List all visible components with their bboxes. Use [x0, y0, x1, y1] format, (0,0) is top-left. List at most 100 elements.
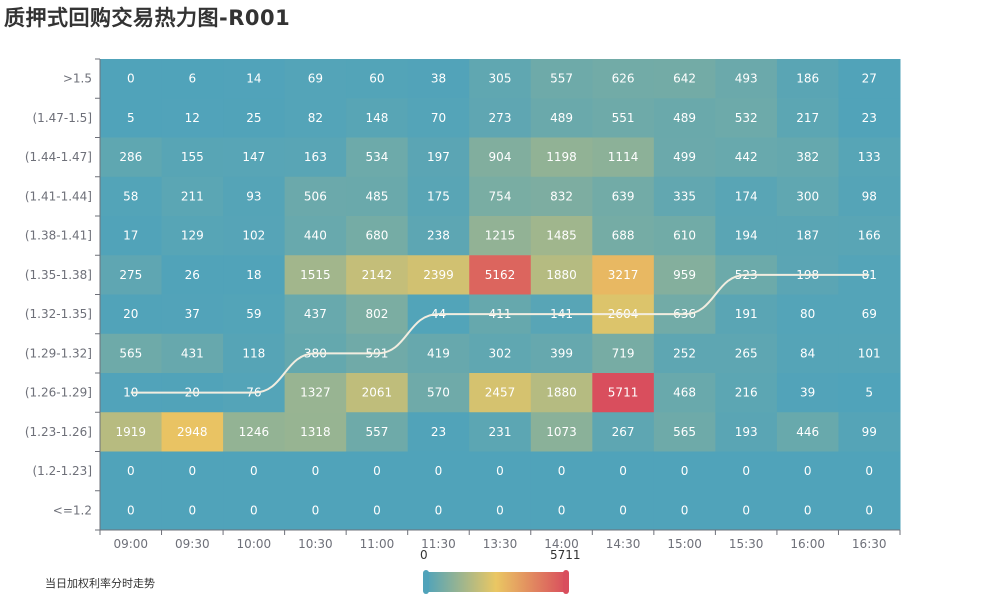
heatmap-cell[interactable] [100, 59, 163, 99]
heatmap-cell[interactable] [284, 255, 347, 295]
heatmap-cell[interactable] [715, 59, 778, 99]
heatmap-cell[interactable] [653, 255, 716, 295]
heatmap-cell[interactable] [715, 176, 778, 217]
heatmap-cell[interactable] [530, 333, 593, 374]
heatmap-cell[interactable] [530, 412, 593, 452]
heatmap-cell[interactable] [776, 333, 839, 374]
heatmap-cell[interactable] [530, 451, 593, 492]
heatmap-cell[interactable] [838, 216, 901, 256]
heatmap-cell[interactable] [346, 451, 409, 492]
heatmap-cell[interactable] [776, 451, 839, 492]
heatmap-cell[interactable] [223, 59, 286, 99]
heatmap-cell[interactable] [284, 294, 347, 335]
rate-trend-line[interactable] [130, 273, 870, 394]
heatmap-cell[interactable] [284, 373, 347, 413]
heatmap-cell[interactable] [407, 216, 470, 256]
heatmap-cell[interactable] [407, 98, 470, 138]
heatmap-cell[interactable] [653, 59, 716, 99]
heatmap-cell[interactable] [223, 294, 286, 335]
heatmap-cell[interactable] [838, 412, 901, 452]
heatmap-cell[interactable] [715, 137, 778, 178]
heatmap-cell[interactable] [161, 137, 224, 178]
heatmap-cell[interactable] [100, 490, 163, 531]
heatmap-cell[interactable] [530, 137, 593, 178]
series-legend-label[interactable]: 当日加权利率分时走势 [45, 577, 155, 590]
heatmap-cell[interactable] [407, 373, 470, 413]
heatmap-cell[interactable] [469, 490, 532, 531]
heatmap-cell[interactable] [469, 216, 532, 256]
heatmap-cell[interactable] [100, 412, 163, 452]
heatmap-cell[interactable] [776, 216, 839, 256]
heatmap-cell[interactable] [469, 333, 532, 374]
heatmap-cell[interactable] [469, 176, 532, 217]
heatmap-cell[interactable] [592, 216, 655, 256]
heatmap-cell[interactable] [715, 98, 778, 138]
visual-map-max-handle[interactable] [563, 570, 569, 594]
heatmap-cell[interactable] [776, 176, 839, 217]
heatmap-cell[interactable] [530, 216, 593, 256]
heatmap-cell[interactable] [223, 255, 286, 295]
heatmap-cell[interactable] [223, 176, 286, 217]
heatmap-cell[interactable] [838, 137, 901, 178]
heatmap-cell[interactable] [407, 490, 470, 531]
heatmap-cell[interactable] [592, 59, 655, 99]
heatmap-cell[interactable] [100, 451, 163, 492]
heatmap-cell[interactable] [223, 451, 286, 492]
heatmap-cell[interactable] [346, 137, 409, 178]
heatmap-cell[interactable] [838, 451, 901, 492]
heatmap-cell[interactable] [530, 255, 593, 295]
heatmap-cell[interactable] [838, 176, 901, 217]
heatmap-cell[interactable] [223, 98, 286, 138]
heatmap-cell[interactable] [715, 373, 778, 413]
heatmap-cell[interactable] [161, 451, 224, 492]
heatmap-cell[interactable] [407, 412, 470, 452]
heatmap-cell[interactable] [161, 98, 224, 138]
heatmap-cell[interactable] [776, 294, 839, 335]
heatmap-cell[interactable] [407, 255, 470, 295]
heatmap-cell[interactable] [653, 176, 716, 217]
heatmap-cell[interactable] [223, 412, 286, 452]
heatmap-cell[interactable] [161, 216, 224, 256]
heatmap-cell[interactable] [161, 59, 224, 99]
heatmap-cell[interactable] [346, 373, 409, 413]
heatmap-cell[interactable] [592, 412, 655, 452]
heatmap-cell[interactable] [592, 176, 655, 217]
heatmap-cell[interactable] [161, 412, 224, 452]
heatmap-cell[interactable] [653, 412, 716, 452]
heatmap-cell[interactable] [653, 373, 716, 413]
heatmap-cell[interactable] [469, 412, 532, 452]
heatmap-cell[interactable] [407, 59, 470, 99]
heatmap-cell[interactable] [284, 59, 347, 99]
heatmap-cell[interactable] [592, 137, 655, 178]
heatmap-cell[interactable] [838, 59, 901, 99]
heatmap-cell[interactable] [469, 451, 532, 492]
heatmap-cell[interactable] [592, 490, 655, 531]
heatmap-cell[interactable] [653, 451, 716, 492]
heatmap-cell[interactable] [469, 59, 532, 99]
heatmap-cell[interactable] [346, 98, 409, 138]
heatmap-cell[interactable] [346, 412, 409, 452]
visual-map-gradient-bar[interactable] [426, 572, 566, 592]
heatmap-cell[interactable] [223, 333, 286, 374]
heatmap-cell[interactable] [776, 490, 839, 531]
heatmap-cell[interactable] [161, 294, 224, 335]
heatmap-cell[interactable] [284, 216, 347, 256]
heatmap-cell[interactable] [592, 333, 655, 374]
heatmap-cell[interactable] [715, 490, 778, 531]
heatmap-cell[interactable] [100, 333, 163, 374]
heatmap-cell[interactable] [653, 216, 716, 256]
heatmap-cell[interactable] [776, 137, 839, 178]
heatmap-cell[interactable] [592, 373, 655, 413]
heatmap-cell[interactable] [284, 176, 347, 217]
heatmap-cell[interactable] [407, 176, 470, 217]
heatmap-cell[interactable] [838, 490, 901, 531]
heatmap-cell[interactable] [284, 137, 347, 178]
heatmap-cell[interactable] [346, 490, 409, 531]
heatmap-cell[interactable] [653, 137, 716, 178]
heatmap-cell[interactable] [223, 490, 286, 531]
heatmap-cell[interactable] [100, 98, 163, 138]
heatmap-cell[interactable] [407, 333, 470, 374]
visual-map-min-handle[interactable] [423, 570, 429, 594]
heatmap-cell[interactable] [592, 451, 655, 492]
heatmap-cell[interactable] [776, 412, 839, 452]
